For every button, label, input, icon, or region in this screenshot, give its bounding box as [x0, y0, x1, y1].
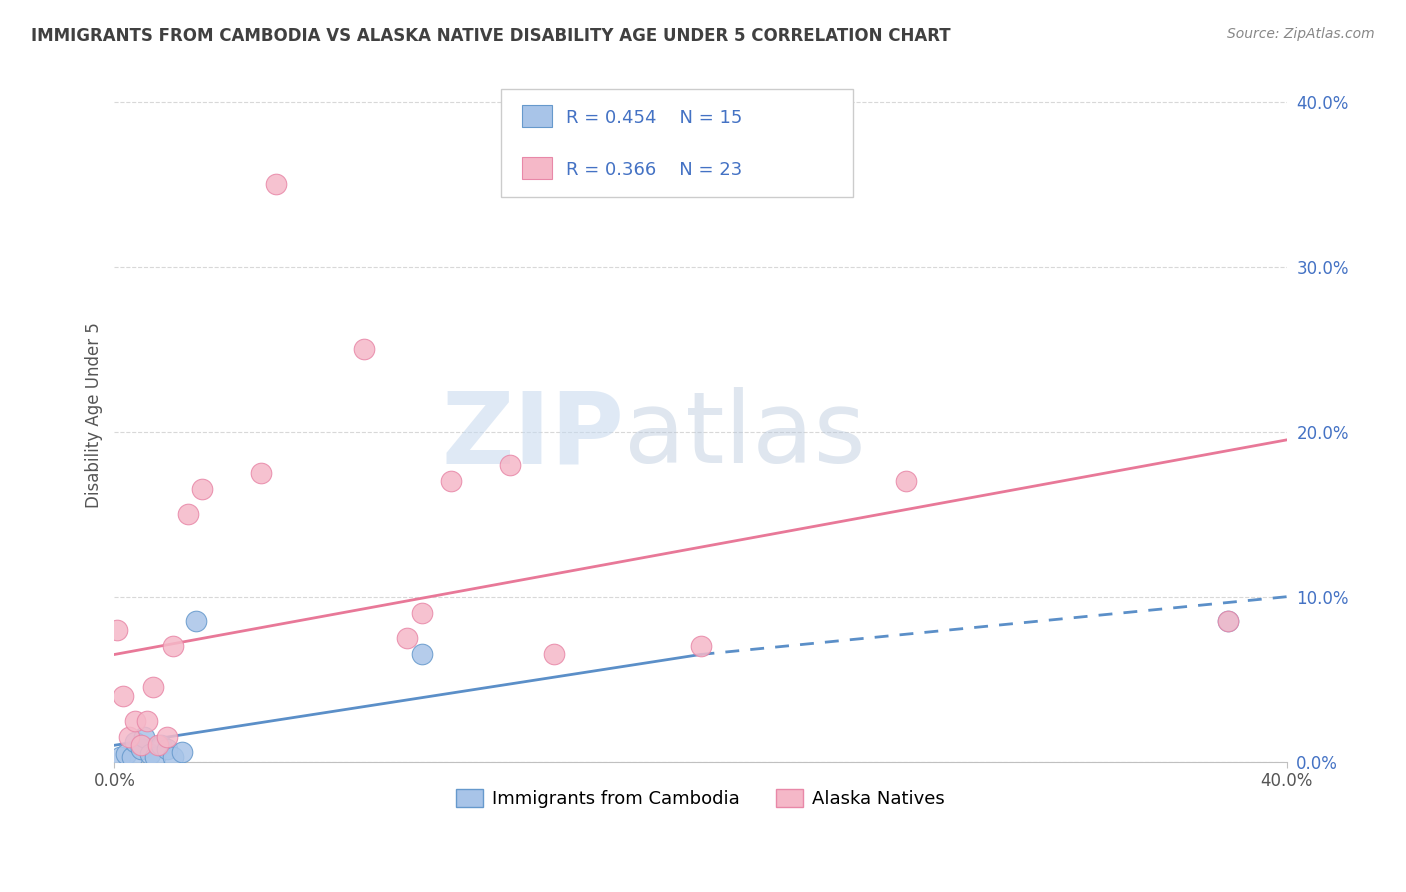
Point	[121, 749, 143, 764]
Point	[411, 648, 433, 662]
Point	[135, 714, 157, 728]
Point	[499, 458, 522, 472]
Point	[176, 507, 198, 521]
Text: atlas: atlas	[624, 387, 866, 484]
Bar	[523, 157, 551, 179]
Point	[138, 747, 160, 761]
Bar	[523, 105, 551, 128]
Point	[353, 342, 375, 356]
Text: ZIP: ZIP	[441, 387, 624, 484]
Point	[1216, 615, 1239, 629]
Point	[250, 466, 273, 480]
Point	[170, 745, 193, 759]
Y-axis label: Disability Age Under 5: Disability Age Under 5	[86, 322, 103, 508]
Point	[105, 623, 128, 637]
Point	[156, 741, 179, 756]
FancyBboxPatch shape	[501, 89, 853, 197]
Text: R = 0.454    N = 15: R = 0.454 N = 15	[565, 110, 742, 128]
Point	[264, 177, 287, 191]
Legend: Immigrants from Cambodia, Alaska Natives: Immigrants from Cambodia, Alaska Natives	[449, 781, 952, 815]
Point	[110, 749, 132, 764]
Point	[186, 615, 208, 629]
Point	[132, 730, 155, 744]
Point	[156, 730, 179, 744]
Point	[129, 741, 152, 756]
Point	[150, 739, 173, 753]
Point	[894, 474, 917, 488]
Point	[115, 747, 138, 761]
Point	[129, 739, 152, 753]
Point	[689, 639, 711, 653]
Point	[1216, 615, 1239, 629]
Point	[118, 730, 141, 744]
Point	[145, 749, 167, 764]
Point	[396, 631, 419, 645]
Point	[543, 648, 565, 662]
Text: R = 0.366    N = 23: R = 0.366 N = 23	[565, 161, 742, 179]
Point	[162, 749, 184, 764]
Point	[411, 606, 433, 620]
Point	[141, 681, 163, 695]
Point	[124, 735, 146, 749]
Point	[112, 689, 135, 703]
Point	[124, 714, 146, 728]
Text: IMMIGRANTS FROM CAMBODIA VS ALASKA NATIVE DISABILITY AGE UNDER 5 CORRELATION CHA: IMMIGRANTS FROM CAMBODIA VS ALASKA NATIV…	[31, 27, 950, 45]
Text: Source: ZipAtlas.com: Source: ZipAtlas.com	[1227, 27, 1375, 41]
Point	[148, 739, 170, 753]
Point	[162, 639, 184, 653]
Point	[440, 474, 463, 488]
Point	[191, 483, 214, 497]
